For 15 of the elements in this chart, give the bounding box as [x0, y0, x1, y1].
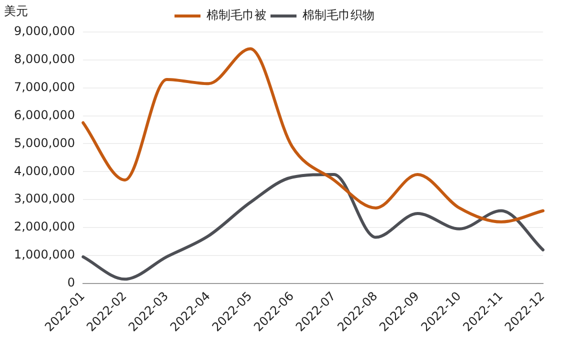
- y-tick-label: 1,000,000: [14, 248, 76, 262]
- y-tick-label: 9,000,000: [14, 24, 76, 38]
- y-tick-label: 6,000,000: [14, 108, 76, 122]
- y-tick-label: 8,000,000: [14, 52, 76, 66]
- y-tick-label: 7,000,000: [14, 80, 76, 94]
- legend-label: 棉制毛巾被: [206, 8, 266, 22]
- line-series: [82, 47, 544, 224]
- y-tick-label: 2,000,000: [14, 220, 76, 234]
- y-axis-title: 美元: [4, 4, 28, 18]
- y-tick-label: 4,000,000: [14, 164, 76, 178]
- legend-label: 棉制毛巾织物: [302, 8, 374, 22]
- line-series: [82, 172, 544, 281]
- y-tick-label: 5,000,000: [14, 136, 76, 150]
- y-tick-label: 0: [67, 275, 76, 290]
- y-tick-label: 3,000,000: [14, 192, 76, 206]
